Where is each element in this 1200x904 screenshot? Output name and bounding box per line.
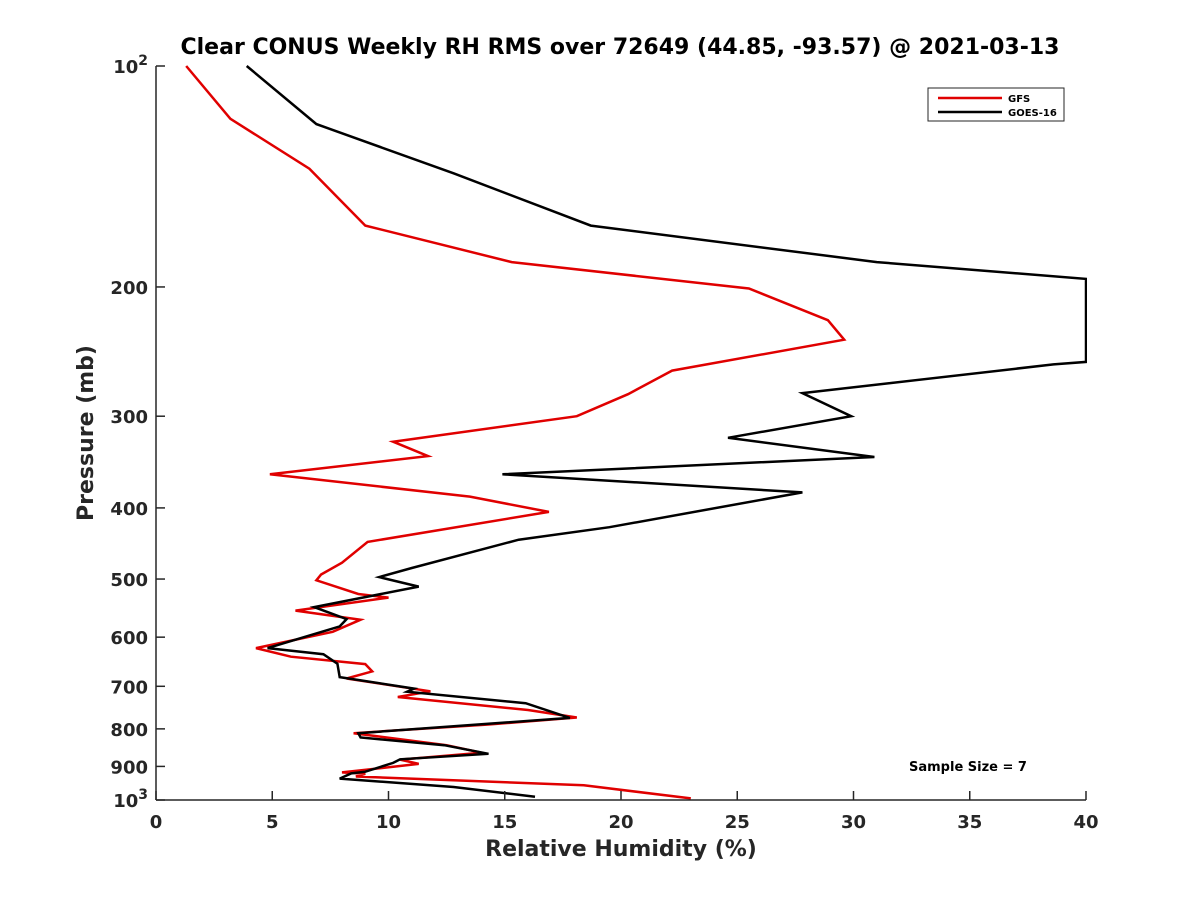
x-tick-label: 0 <box>150 812 163 833</box>
x-tick-label: 15 <box>492 812 517 833</box>
legend: GFS GOES-16 <box>927 87 1065 122</box>
y-tick-label: 300 <box>110 407 148 428</box>
y-tick-label: 900 <box>110 757 148 778</box>
legend-label: GOES-16 <box>1008 108 1057 119</box>
x-tick-label: 30 <box>841 812 866 833</box>
legend-label: GFS <box>1008 94 1030 105</box>
y-axis-ticks: 102 200 300 400 500 600 700 800 900 103 <box>110 53 165 812</box>
y-tick-label: 500 <box>110 570 148 591</box>
chart-title: Clear CONUS Weekly RH RMS over 72649 (44… <box>181 35 1060 60</box>
x-tick-label: 10 <box>376 812 401 833</box>
series-line-goes-16 <box>245 65 1087 799</box>
y-tick-label: 400 <box>110 499 148 520</box>
y-tick-label: 200 <box>110 278 148 299</box>
y-axis-label: Pressure (mb) <box>74 345 99 521</box>
plot-area <box>156 66 1086 800</box>
y-tick-label: 103 <box>113 787 148 812</box>
y-tick-label: 700 <box>110 677 148 698</box>
sample-size-annotation: Sample Size = 7 <box>909 760 1027 775</box>
legend-box <box>927 87 1065 122</box>
x-tick-label: 35 <box>957 812 982 833</box>
x-tick-label: 25 <box>725 812 750 833</box>
y-tick-label: 800 <box>110 720 148 741</box>
x-tick-label: 5 <box>266 812 279 833</box>
x-axis-label: Relative Humidity (%) <box>485 837 757 862</box>
y-tick-label: 102 <box>113 53 148 78</box>
x-axis-ticks: 0 5 10 15 20 25 30 35 40 <box>150 791 1099 833</box>
x-tick-label: 20 <box>608 812 633 833</box>
x-tick-label: 40 <box>1073 812 1098 833</box>
y-tick-label: 600 <box>110 628 148 649</box>
series-layer <box>185 65 1087 800</box>
